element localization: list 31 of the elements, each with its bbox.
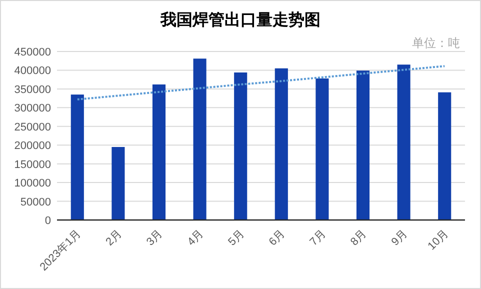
- y-tick-label: 250000: [14, 121, 51, 134]
- x-tick-label: 2月: [104, 228, 124, 248]
- x-tick-label: 8月: [348, 228, 370, 248]
- x-tick-label: 5月: [226, 228, 247, 248]
- y-tick-label: 400000: [14, 65, 51, 78]
- bar: [316, 78, 329, 220]
- bar: [356, 70, 370, 220]
- y-tick-label: 150000: [14, 158, 51, 171]
- bar: [438, 92, 452, 220]
- bar: [274, 68, 288, 220]
- y-tick-label: 300000: [14, 102, 51, 115]
- bar: [152, 84, 166, 220]
- x-tick-label: 7月: [308, 228, 328, 248]
- bar: [234, 72, 248, 220]
- y-tick-label: 350000: [14, 84, 51, 96]
- y-tick-label: 200000: [14, 140, 51, 152]
- y-tick-label: 50000: [20, 196, 51, 208]
- bar: [112, 146, 125, 220]
- y-tick-label: 100000: [14, 178, 51, 190]
- x-tick-label: 10月: [426, 228, 451, 253]
- text: 单位：吨: [412, 36, 460, 50]
- x-tick-label: 9月: [389, 228, 410, 248]
- bar: [397, 64, 410, 220]
- x-tick-label: 6月: [266, 228, 288, 248]
- x-tick-label: 4月: [185, 228, 206, 248]
- x-tick-label: 3月: [144, 228, 166, 248]
- y-tick-label: 0: [44, 215, 51, 227]
- y-tick-label: 450000: [14, 46, 51, 58]
- bar: [70, 94, 84, 220]
- bar: [193, 58, 206, 220]
- chart-title: 我国焊管出口量走势图: [160, 10, 320, 29]
